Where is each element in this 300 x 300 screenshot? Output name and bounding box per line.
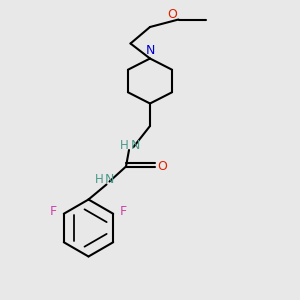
- Text: O: O: [157, 160, 167, 173]
- Text: N: N: [145, 44, 155, 58]
- Text: H: H: [120, 139, 129, 152]
- Text: N: N: [105, 172, 114, 186]
- Text: N: N: [130, 139, 140, 152]
- Text: H: H: [94, 172, 103, 186]
- Text: F: F: [120, 205, 127, 218]
- Text: O: O: [168, 8, 177, 22]
- Text: F: F: [50, 205, 57, 218]
